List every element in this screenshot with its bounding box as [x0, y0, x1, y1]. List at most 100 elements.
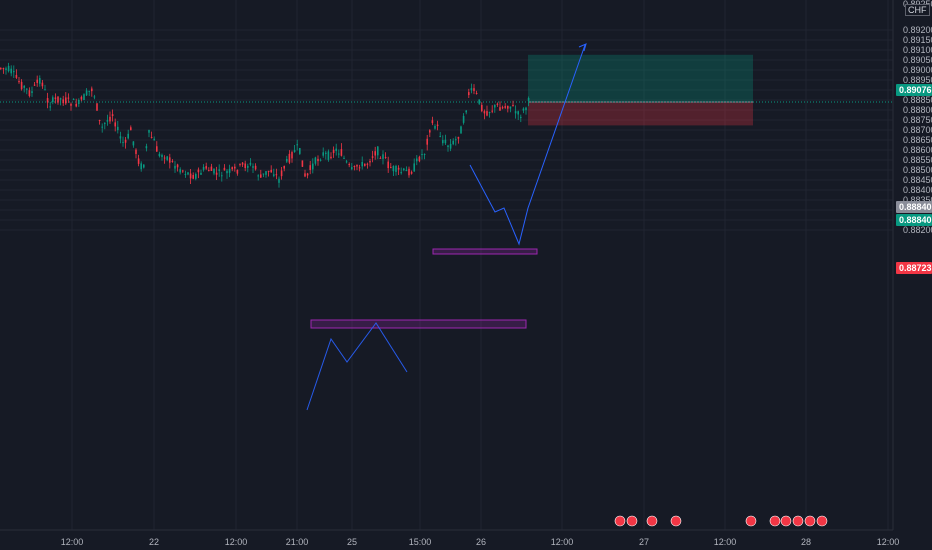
candle-body [501, 107, 504, 109]
candle-body [205, 166, 207, 169]
candle-body [18, 80, 20, 83]
trend-drawings [306, 43, 587, 411]
time-tick: 28 [801, 537, 811, 547]
candle-body [236, 169, 239, 174]
price-tag-label: 0.88840 [899, 202, 932, 212]
candle-body [179, 169, 181, 173]
economic-events[interactable] [614, 515, 828, 527]
candle-body [208, 170, 210, 172]
candle-body [465, 110, 467, 113]
currency-label: CHF [905, 4, 930, 16]
event-flag-icon [780, 515, 792, 527]
time-axis[interactable]: 12:00 22 12:00 21:00 25 15:00 26 12:00 27 12:00 28… [0, 529, 932, 550]
candle-body [91, 88, 93, 92]
candle-body [397, 167, 400, 170]
candle-body [392, 166, 395, 172]
candle-body [468, 92, 470, 96]
candle-body [379, 157, 382, 159]
candle-body [223, 167, 226, 171]
candle-body [358, 167, 361, 169]
price-tag-label: 0.88840 [899, 215, 932, 225]
price-tag-bg [896, 262, 932, 274]
candle-body [163, 157, 166, 159]
event-flag-icon [769, 515, 781, 527]
candle-body [109, 116, 111, 122]
candle-body [70, 103, 72, 106]
event-flag-icon [804, 515, 816, 527]
time-tick: 26 [476, 537, 486, 547]
candle-body [416, 158, 418, 162]
candle-body [319, 159, 322, 161]
candle-body [413, 163, 415, 172]
candle-body [449, 143, 452, 149]
candle-body [200, 172, 202, 175]
candle-body [423, 153, 426, 155]
price-tag-label: 0.88723 [899, 263, 932, 273]
candle-body [265, 171, 267, 175]
candle-body [507, 105, 509, 109]
candle-body [10, 68, 12, 74]
candle-body [309, 165, 311, 171]
candle-body [395, 165, 397, 172]
candle-body [270, 169, 272, 173]
candle-body [260, 174, 262, 178]
candle-body [85, 90, 88, 96]
grid-lines [0, 0, 893, 530]
candle-body [62, 99, 64, 104]
candle-body [408, 168, 410, 176]
candle-body [436, 124, 439, 127]
candle-body [509, 106, 512, 109]
candle-body [293, 150, 296, 153]
candle-body [478, 99, 480, 104]
price-axis[interactable]: 0.892500.892000.891500.891000.890500.890… [892, 0, 932, 550]
candle-body [148, 129, 150, 133]
candle-body [429, 130, 431, 133]
candle-body [384, 157, 387, 159]
candle-body [119, 136, 122, 139]
candle-body [130, 127, 132, 131]
event-flag-icon [626, 515, 638, 527]
candle-body [306, 173, 309, 176]
candle-body [517, 111, 519, 115]
candle-body [93, 96, 96, 98]
candle-body [244, 163, 246, 169]
candle-body [174, 165, 176, 169]
candle-body [249, 162, 252, 165]
candle-body [49, 106, 51, 108]
candle-body [312, 163, 314, 170]
candle-body [452, 140, 454, 145]
candle-body [197, 169, 200, 173]
candle-body [387, 161, 389, 169]
candle-body [161, 154, 163, 158]
candle-body [156, 146, 158, 152]
candle-body [20, 81, 23, 90]
candle-body [72, 98, 75, 100]
candle-body [88, 90, 90, 92]
candle-body [137, 158, 140, 164]
candle-body [405, 169, 408, 172]
candle-body [111, 114, 114, 117]
candle-body [332, 149, 335, 154]
event-flag-icon [614, 515, 626, 527]
candle-body [301, 160, 304, 167]
candle-body [374, 151, 376, 156]
candle-body [78, 99, 80, 104]
candle-body [33, 84, 36, 86]
candle-body [491, 110, 493, 112]
candle-body [101, 126, 103, 128]
candle-body [460, 126, 462, 134]
candle-body [348, 164, 350, 166]
candle-body [145, 146, 148, 149]
candle-body [239, 164, 241, 166]
candle-body [117, 126, 119, 131]
candle-body [514, 111, 517, 114]
time-tick: 12:00 [714, 537, 737, 547]
